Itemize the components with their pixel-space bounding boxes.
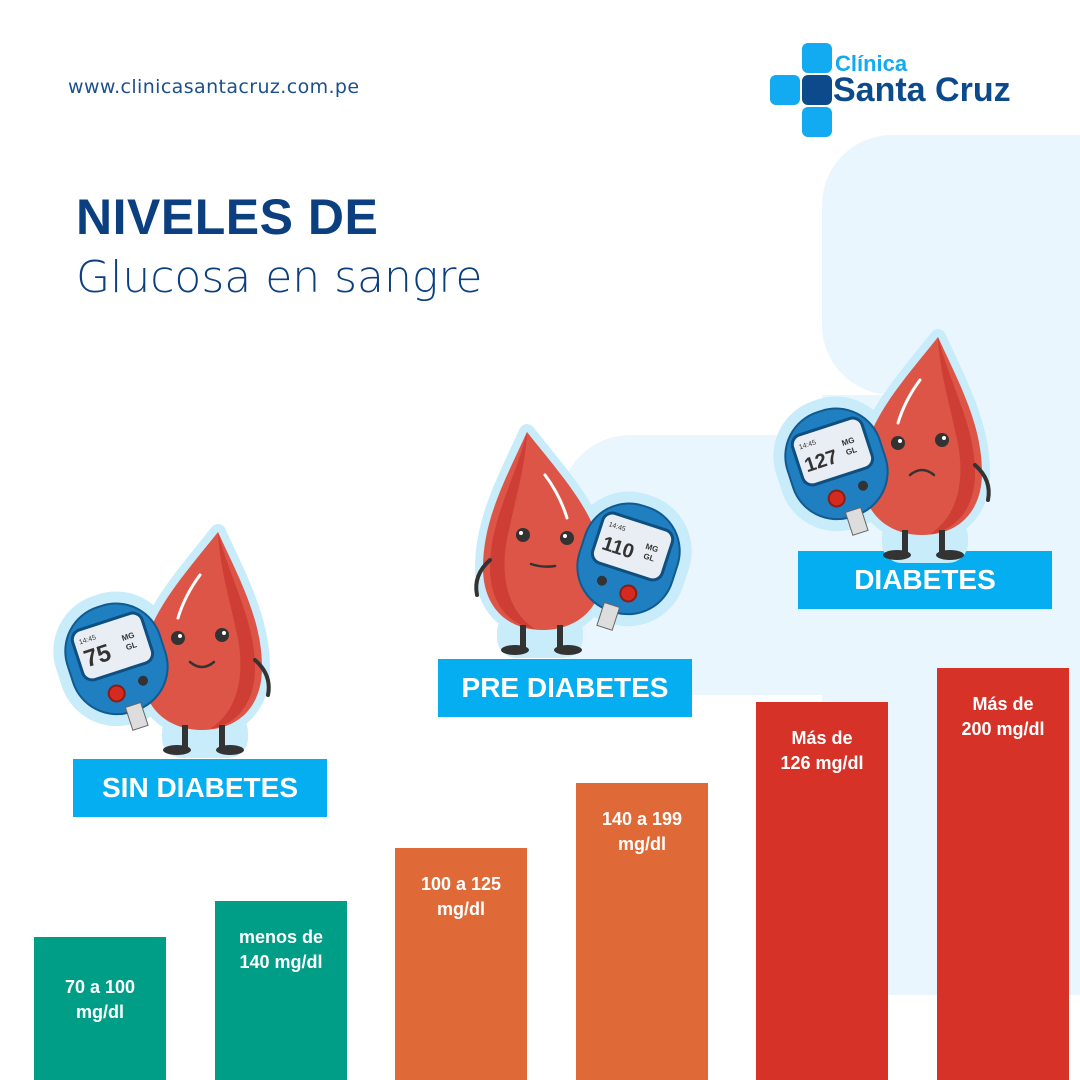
- level-bar-label: 140 a 199 mg/dl: [601, 809, 683, 855]
- level-bar: Más de 126 mg/dl: [756, 702, 888, 1080]
- meter-unit-bottom: GL: [845, 445, 858, 457]
- level-bar: 100 a 125 mg/dl: [395, 848, 527, 1080]
- level-bar: menos de 140 mg/dl: [215, 901, 347, 1080]
- logo-text-santa-cruz: Santa Cruz: [833, 71, 1011, 109]
- level-bar: 70 a 100 mg/dl: [34, 937, 166, 1080]
- level-bar-label: menos de 140 mg/dl: [238, 927, 324, 973]
- level-bar-label: Más de 200 mg/dl: [961, 694, 1045, 740]
- label-sin-diabetes: SIN DIABETES: [73, 759, 327, 817]
- title-line-2: Glucosa en sangre: [76, 252, 483, 303]
- glucometer-icon: [576, 502, 681, 631]
- level-bar-label: 100 a 125 mg/dl: [420, 874, 502, 920]
- blood-drop-character: 14:45 110 MG GL: [455, 420, 695, 660]
- label-pre-diabetes: PRE DIABETES: [438, 659, 692, 717]
- meter-unit-bottom: GL: [642, 552, 655, 564]
- meter-unit-top: MG: [121, 630, 136, 643]
- meter-unit-top: MG: [841, 435, 856, 448]
- glucometer-icon: [64, 602, 169, 731]
- logo-cross-icon: [802, 107, 832, 137]
- logo-text-clinica: Clínica: [835, 51, 908, 76]
- meter-unit-bottom: GL: [125, 640, 138, 652]
- meter-unit-top: MG: [644, 542, 659, 555]
- logo-cross-icon: [802, 75, 832, 105]
- website-url[interactable]: www.clinicasantacruz.com.pe: [68, 76, 360, 98]
- glucometer-icon: [784, 407, 889, 536]
- clinic-logo: Clínica Santa Cruz: [770, 43, 1040, 138]
- blood-drop-character: 14:45 127 MG GL: [770, 325, 1010, 565]
- level-bar-label: Más de 126 mg/dl: [780, 728, 864, 774]
- level-bar: 140 a 199 mg/dl: [576, 783, 708, 1080]
- logo-cross-icon: [770, 75, 800, 105]
- level-bar: Más de 200 mg/dl: [937, 668, 1069, 1080]
- logo-cross-icon: [802, 43, 832, 73]
- title-line-1: NIVELES DE: [76, 189, 379, 245]
- level-bar-label: 70 a 100 mg/dl: [64, 977, 136, 1023]
- blood-drop-character: 14:45 75 MG GL: [50, 520, 290, 760]
